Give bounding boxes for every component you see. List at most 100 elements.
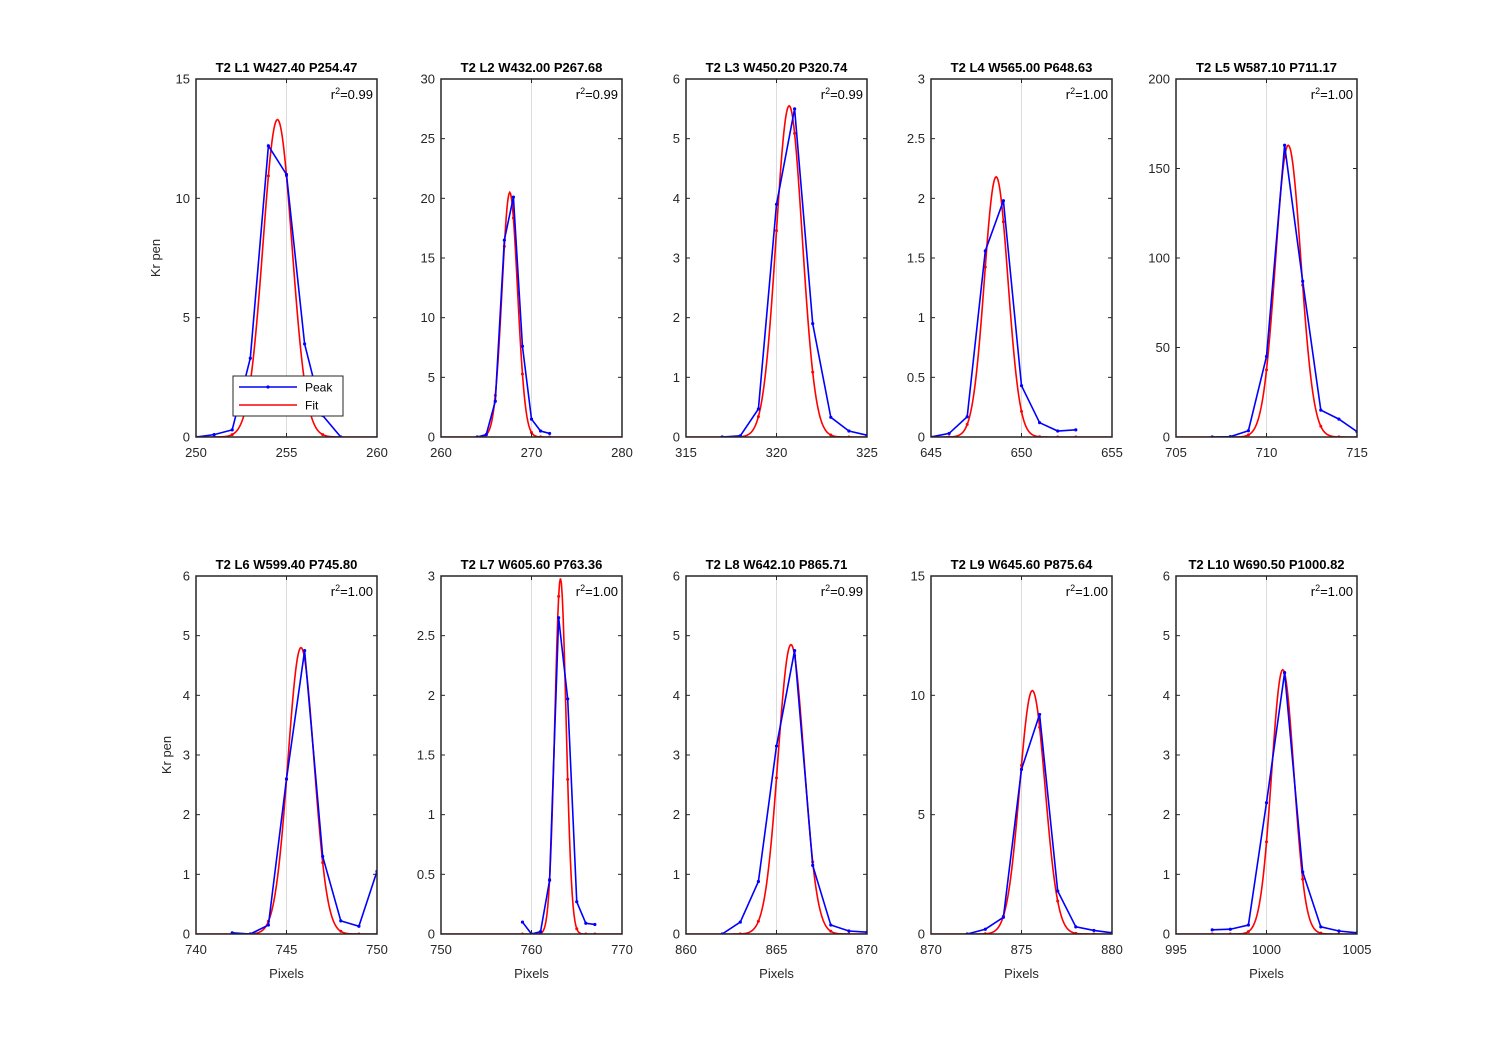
y-tick-label: 0: [1163, 430, 1170, 445]
fit-point: [811, 370, 815, 374]
peak-point: [303, 648, 307, 653]
panel-title: T2 L5 W587.10 P711.17: [1196, 60, 1337, 75]
x-axis-label: Pixels: [269, 966, 304, 981]
fit-point: [756, 415, 760, 419]
x-tick-label: 750: [430, 942, 452, 957]
panel-6: 0 1 2 3 4 5 6 740 745 750 T2 L6 W599.40 P745.80 r2=…: [159, 557, 388, 981]
panel-title: T2 L6 W599.40 P745.80: [216, 557, 358, 572]
x-tick-label: 250: [185, 445, 207, 460]
panel-title: T2 L4 W565.00 P648.63: [951, 60, 1093, 75]
peak-point: [847, 929, 851, 933]
peak-point: [774, 744, 779, 748]
peak-point: [1056, 889, 1060, 893]
peak-point: [484, 433, 488, 437]
peak-point: [303, 342, 307, 346]
x-tick-label: 650: [1011, 445, 1033, 460]
panel-title: T2 L7 W605.60 P763.36: [461, 557, 603, 572]
x-tick-label: 270: [521, 445, 543, 460]
y-tick-label: 1.5: [417, 748, 435, 763]
legend-box: [232, 375, 344, 417]
y-tick-label: 0.5: [417, 867, 435, 882]
panel-title: T2 L2 W432.00 P267.68: [461, 60, 603, 75]
y-tick-label: 5: [428, 370, 435, 385]
peak-point: [357, 924, 361, 928]
peak-point: [502, 238, 506, 242]
y-tick-label: 5: [918, 807, 925, 822]
r-squared-label: r2=0.99: [821, 86, 863, 102]
peak-point: [1301, 870, 1305, 874]
y-tick-label: 100: [1148, 251, 1170, 266]
y-tick-label: 10: [421, 310, 435, 325]
peak-point: [1337, 929, 1341, 933]
y-tick-label: 0: [918, 430, 925, 445]
peak-point: [1283, 671, 1287, 675]
legend-peak-label: Peak: [305, 381, 333, 395]
peak-point: [212, 433, 216, 437]
peak-point: [1001, 199, 1006, 203]
y-tick-label: 15: [911, 569, 925, 584]
x-tick-label: 320: [766, 445, 788, 460]
peak-point: [1074, 428, 1078, 432]
y-tick-label: 15: [176, 72, 190, 87]
r-squared-label: r2=0.99: [331, 86, 373, 102]
y-tick-label: 200: [1148, 72, 1170, 87]
y-tick-label: 0: [428, 430, 435, 445]
x-axis-label: Pixels: [1249, 966, 1284, 981]
x-tick-label: 715: [1346, 445, 1368, 460]
y-tick-label: 6: [183, 569, 190, 584]
peak-point: [284, 777, 289, 781]
y-tick-label: 0: [918, 927, 925, 942]
peak-point: [1038, 712, 1042, 717]
panel-title: T2 L10 W690.50 P1000.82: [1188, 557, 1344, 572]
y-tick-label: 0: [183, 430, 190, 445]
fit-point: [530, 430, 533, 434]
peak-point: [829, 923, 833, 927]
y-tick-label: 2.5: [907, 131, 925, 146]
peak-point: [548, 431, 552, 436]
fit-point: [1319, 424, 1323, 428]
peak-point: [1056, 429, 1060, 433]
peak-point: [811, 863, 815, 867]
fit-point: [1056, 899, 1060, 903]
peak-point: [1038, 421, 1042, 425]
peak-point: [1074, 925, 1078, 929]
r-squared-label: r2=1.00: [1066, 583, 1108, 599]
x-tick-label: 870: [856, 942, 878, 957]
y-tick-label: 0: [428, 927, 435, 942]
y-tick-label: 2: [1163, 807, 1170, 822]
peak-point: [557, 616, 561, 620]
y-tick-label: 4: [1163, 688, 1170, 703]
panel-3: 0 1 2 3 4 5 6 315 320 325 T2 L3 W450.20 P320.74 r2=…: [673, 60, 878, 460]
y-tick-label: 1: [1163, 867, 1170, 882]
peak-point: [774, 202, 779, 206]
peak-point: [511, 195, 515, 199]
fit-point: [1246, 930, 1250, 934]
y-tick-label: 2.5: [417, 628, 435, 643]
y-tick-label: 1: [183, 867, 190, 882]
y-tick-label: 2: [428, 688, 435, 703]
panel-1: 0 5 10 15 250 255 260 T2 L1 W427.40 P254.47 r2=0…: [148, 60, 388, 460]
peak-point: [339, 919, 343, 923]
r-squared-label: r2=1.00: [1066, 86, 1108, 102]
legend-peak-marker: [266, 385, 270, 389]
peak-point: [584, 921, 588, 925]
x-tick-label: 710: [1256, 445, 1278, 460]
panel-title: T2 L1 W427.40 P254.47: [216, 60, 358, 75]
x-tick-label: 1000: [1252, 942, 1281, 957]
x-tick-label: 995: [1165, 942, 1187, 957]
r-squared-label: r2=1.00: [576, 583, 618, 599]
x-tick-label: 750: [366, 942, 388, 957]
peak-point: [575, 900, 579, 904]
peak-point: [548, 878, 552, 882]
panel-7: 0 0.5 1 1.5 2 2.5 3 750 760 770 T2 L7 W605.60 P763…: [417, 557, 633, 981]
y-tick-label: 20: [421, 191, 435, 206]
y-tick-label: 0: [673, 927, 680, 942]
peak-point: [593, 922, 597, 927]
peak-point: [321, 854, 325, 859]
fit-point: [775, 776, 778, 780]
legend-fit-label: Fit: [305, 399, 319, 413]
panel-5: 0 50 100 150 200 705 710 715 T2 L5 W587.10 P711.…: [1148, 60, 1368, 460]
y-tick-label: 3: [918, 72, 925, 87]
y-tick-label: 4: [673, 191, 680, 206]
